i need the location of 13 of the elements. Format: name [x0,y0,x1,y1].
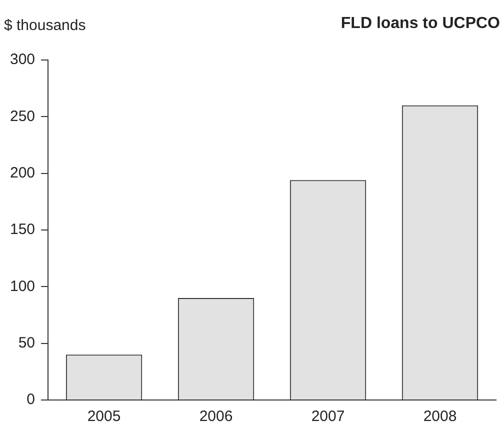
x-tick-label: 2008 [423,408,457,426]
y-tick-label: 200 [10,164,36,182]
chart-title: FLD loans to UCPCO [340,15,500,32]
y-tick-label: 100 [10,278,36,295]
x-tick-label: 2006 [199,408,233,426]
y-tick-label: 300 [10,51,36,68]
x-tick-label: 2005 [87,408,121,426]
y-tick-label: 150 [10,221,36,238]
x-tick-label: 2007 [311,408,345,426]
y-tick-label: 250 [10,108,36,125]
y-axis-title: $ thousands [4,17,86,34]
y-tick-label: 0 [26,391,36,408]
y-tick-label: 50 [18,334,36,352]
